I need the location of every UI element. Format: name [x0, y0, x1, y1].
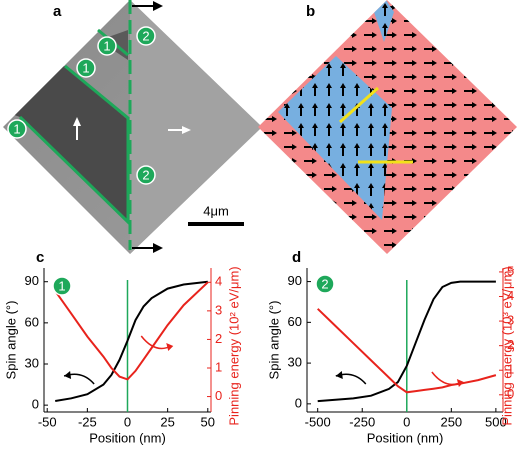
series-line [317, 280, 496, 403]
schematic [258, 0, 517, 254]
x-tick-label: -500 [305, 414, 331, 429]
x-tick-label: 500 [485, 414, 507, 429]
y2-tick-label: 4 [507, 288, 514, 303]
x-tick-label: 250 [440, 414, 462, 429]
pointer-arrow [431, 371, 463, 386]
micrograph [3, 0, 262, 254]
marker-circle [136, 165, 156, 185]
panel-label: c [36, 249, 44, 266]
y-axis-label: Spin angle (°) [266, 301, 281, 380]
x-tick-label: 0 [124, 414, 131, 429]
scale-bar-label: 4μm [203, 203, 229, 218]
y-tick-label: 90 [288, 273, 302, 288]
y-tick-label: 30 [288, 355, 302, 370]
y2-tick-label: 0 [215, 388, 222, 403]
y-tick-label: 0 [32, 397, 39, 412]
marker-label: 1 [13, 121, 20, 136]
x-axis-label: Position (nm) [367, 430, 444, 445]
marker-label: 1 [82, 60, 89, 75]
panel-label: b [306, 3, 315, 20]
panel-label: a [53, 3, 62, 20]
y-tick-label: 0 [295, 395, 302, 410]
x-tick-label: 50 [201, 414, 215, 429]
x-tick-label: 0 [403, 414, 410, 429]
x-tick-label: -250 [349, 414, 375, 429]
pointer-head [335, 371, 343, 379]
y2-tick-label: 1 [507, 362, 514, 377]
y-axis-label: Spin angle (°) [3, 301, 18, 380]
y2-axis-label: Pinning energy (10² eV/μm) [226, 266, 241, 425]
y-tick-label: 30 [25, 355, 39, 370]
marker-label: 2 [321, 276, 328, 291]
marker-label: 2 [142, 28, 149, 43]
series-line [55, 280, 208, 402]
scale-bar [188, 222, 244, 226]
marker-circle [52, 276, 72, 296]
pointer-head [166, 343, 174, 351]
marker-circle [7, 119, 27, 139]
x-tick-label: -50 [38, 414, 57, 429]
panel-label: d [292, 249, 301, 266]
field-arrows [73, 1, 191, 253]
x-tick-label: 25 [160, 414, 174, 429]
marker-circle [97, 36, 117, 56]
series-line [54, 281, 209, 381]
marker-circle [136, 26, 156, 46]
y2-tick-label: 5 [507, 263, 514, 278]
marker-label: 1 [58, 278, 65, 293]
pointer-head [64, 371, 72, 379]
x-axis-label: Position (nm) [89, 430, 166, 445]
y-tick-label: 90 [25, 273, 39, 288]
y2-tick-label: 0 [507, 386, 514, 401]
y2-axis-label: Pinning energy (10³ eV/μm) [499, 266, 514, 425]
y-tick-label: 60 [25, 314, 39, 329]
pointer-head [456, 379, 464, 387]
marker-circle [76, 58, 96, 78]
marker-label: 2 [142, 167, 149, 182]
y2-tick-label: 2 [507, 337, 514, 352]
marker-circle [315, 274, 335, 294]
y2-tick-label: 4 [215, 274, 222, 289]
x-tick-label: -25 [78, 414, 97, 429]
marker-label: 1 [103, 38, 110, 53]
y2-tick-label: 2 [215, 331, 222, 346]
y2-tick-label: 3 [215, 302, 222, 317]
y2-tick-label: 3 [507, 313, 514, 328]
y-tick-label: 60 [288, 314, 302, 329]
y2-tick-label: 1 [215, 359, 222, 374]
